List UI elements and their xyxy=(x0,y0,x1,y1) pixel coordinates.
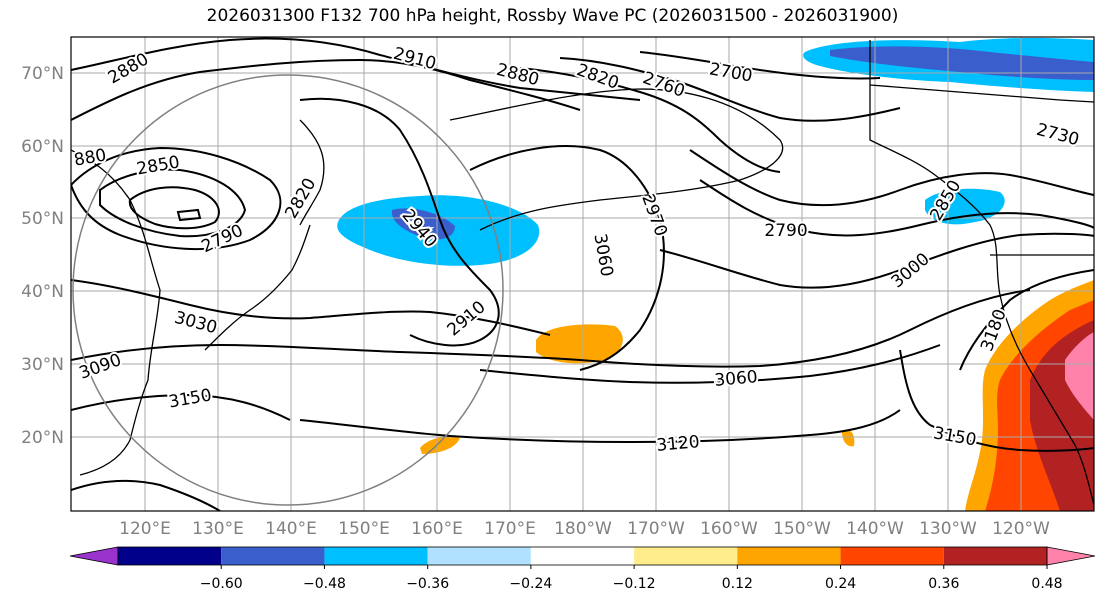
contour-2790-closed xyxy=(128,186,220,230)
contour-2790-east xyxy=(689,149,1094,207)
colorbar-swatch xyxy=(943,547,1047,565)
contour-2850-closed xyxy=(71,146,282,251)
contour-2760 xyxy=(559,57,901,122)
contour-label: 3120 xyxy=(656,432,701,456)
colorbar-tick-label: 0.48 xyxy=(1031,576,1062,592)
coast-japan xyxy=(204,224,311,351)
contour-2820-closed xyxy=(99,168,247,238)
coast-asia xyxy=(71,149,161,476)
map-border xyxy=(70,36,1095,512)
colorbar-tick-label: 0.36 xyxy=(928,576,959,592)
lon-label: 120°E xyxy=(119,519,171,539)
lon-label: 130°W xyxy=(919,519,977,539)
coast-kamchatka xyxy=(299,119,325,226)
colorbar-swatch xyxy=(530,547,635,565)
lon-label: 180°W xyxy=(554,519,612,539)
lat-label: 20°N xyxy=(21,428,64,448)
contour-label-group: 2790 xyxy=(762,219,809,243)
contour-2850-east xyxy=(699,179,1094,237)
colorbar-tick-label: −0.12 xyxy=(613,576,656,592)
contour-label: 2790 xyxy=(764,221,807,241)
neg-anomaly-bc xyxy=(925,188,1005,225)
contour-3120 xyxy=(299,409,901,444)
lat-label: 60°N xyxy=(21,137,64,157)
lon-label: 170°W xyxy=(627,519,685,539)
contour-2700 xyxy=(639,51,881,80)
contour-2910 xyxy=(71,58,581,121)
longitude-labels: 120°E 130°E 140°E 150°E 160°E 170°E 180°W 170°W… xyxy=(119,519,1050,539)
lon-label: 160°E xyxy=(411,519,463,539)
colorbar-swatch xyxy=(634,547,738,565)
colorbar-arrow-left xyxy=(69,546,119,566)
latitude-labels: 70°N 60°N 50°N 40°N 30°N 20°N xyxy=(21,64,64,448)
pos-anomaly-central xyxy=(536,324,623,364)
contour-3060-trough xyxy=(299,97,500,347)
pos-anomaly-west-coast-max xyxy=(1065,332,1094,420)
contour-3000 xyxy=(659,232,1094,289)
contour-label: 3060 xyxy=(714,367,759,391)
lon-label: 160°W xyxy=(700,519,758,539)
range-ring xyxy=(72,74,504,506)
colorbar-frame xyxy=(117,546,1048,566)
contour-3090 xyxy=(71,289,1031,368)
lat-label: 70°N xyxy=(21,64,64,84)
lon-label: 150°W xyxy=(773,519,831,539)
lat-label: 40°N xyxy=(21,282,64,302)
colorbar-swatch xyxy=(427,547,531,565)
contour-3180 xyxy=(959,269,1094,371)
colorbar-tick-label: −0.48 xyxy=(303,576,346,592)
colorbar-swatch xyxy=(840,547,944,565)
height-contours xyxy=(71,37,1094,511)
contour-2760-small xyxy=(176,208,202,222)
lon-label: 170°E xyxy=(484,519,536,539)
colorbar-tick-label: −0.36 xyxy=(406,576,449,592)
contour-sw xyxy=(71,479,221,511)
colorbar xyxy=(69,546,1096,566)
lon-label: 140°E xyxy=(265,519,317,539)
contour-label-group: 3060 xyxy=(712,365,761,393)
lon-label: 120°W xyxy=(992,519,1050,539)
lon-label: 140°W xyxy=(846,519,904,539)
coast-canada xyxy=(869,84,1094,103)
pos-anomaly-small-west xyxy=(420,436,460,454)
lat-label: 50°N xyxy=(21,209,64,229)
neg-anomaly-arctic-core xyxy=(830,46,1094,80)
lon-label: 130°E xyxy=(192,519,244,539)
contour-3150-east xyxy=(899,349,1094,452)
chart-title: 2026031300 F132 700 hPa height, Rossby W… xyxy=(206,6,899,26)
lon-label: 150°E xyxy=(338,519,390,539)
contour-2880-north xyxy=(71,37,641,101)
contour-3030 xyxy=(71,279,551,336)
gridlines xyxy=(71,37,1094,511)
pos-anomaly-small-east xyxy=(842,429,855,447)
contour-3060-south xyxy=(479,344,941,384)
colorbar-swatch xyxy=(221,547,325,565)
contour-2820-north xyxy=(519,67,781,173)
colorbar-tick-label: 0.24 xyxy=(825,576,856,592)
lat-label: 30°N xyxy=(21,355,64,375)
colorbar-tick-label: −0.24 xyxy=(509,576,552,592)
colorbar-ticks: −0.60 −0.48 −0.36 −0.24 −0.12 0.12 0.24 0.36 0.4… xyxy=(200,565,1063,592)
colorbar-tick-label: −0.60 xyxy=(200,576,243,592)
colorbar-arrow-right xyxy=(1046,546,1096,566)
colorbar-tick-label: 0.12 xyxy=(722,576,753,592)
contour-label-group: 3120 xyxy=(654,430,703,458)
contour-3150 xyxy=(71,393,291,421)
colorbar-swatch xyxy=(737,547,841,565)
contour-2970 xyxy=(469,145,665,371)
colorbar-swatch xyxy=(118,547,222,565)
colorbar-swatch xyxy=(324,547,428,565)
